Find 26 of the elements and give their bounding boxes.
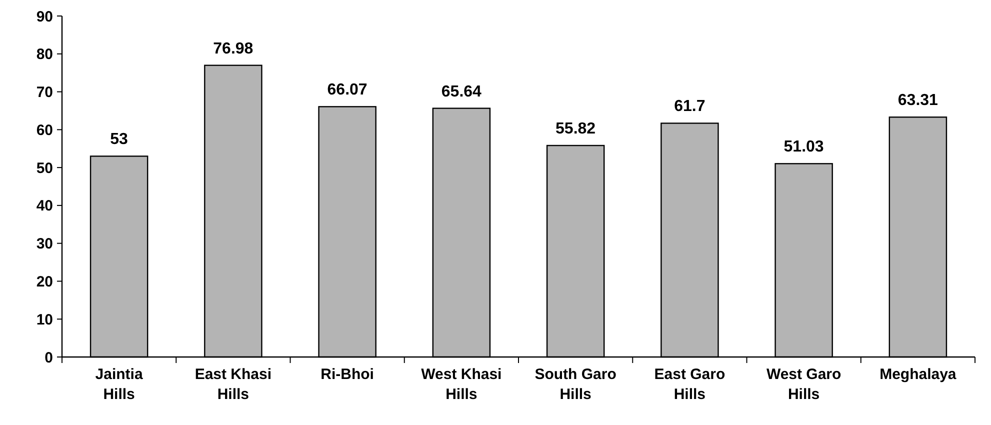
y-tick-label: 30 [36,236,53,253]
data-label: 66.07 [327,82,368,99]
y-tick-label: 60 [36,122,53,139]
y-tick-label: 80 [36,46,53,64]
x-tick-label: East Garo Hills [654,366,726,403]
data-label: 65.64 [441,83,482,100]
y-tick-label: 0 [44,349,53,366]
x-tick-label: East Khasi Hills [194,366,272,403]
data-label: 76.98 [213,40,254,58]
x-tick-label: South Garo Hills [534,366,616,403]
data-label: 53 [110,131,128,148]
y-tick-label: 20 [36,273,53,290]
y-tick-label: 50 [36,160,53,177]
x-tick-label: Jaintia Hills [95,366,144,403]
y-tick-label: 10 [36,311,53,328]
y-tick-label: 70 [36,84,53,102]
x-tick-label: West Garo Hills [766,366,842,403]
data-label: 55.82 [556,120,596,138]
y-tick-label: 40 [36,198,53,215]
data-label: 51.03 [784,138,824,156]
y-tick-label: 90 [36,8,53,26]
data-label: 61.7 [674,98,706,116]
x-tick-label: West Khasi Hills [421,366,502,403]
x-tick-label: Meghalaya [880,366,957,383]
x-tick-label: Ri-Bhoi [320,366,374,383]
data-label: 63.31 [898,92,938,110]
